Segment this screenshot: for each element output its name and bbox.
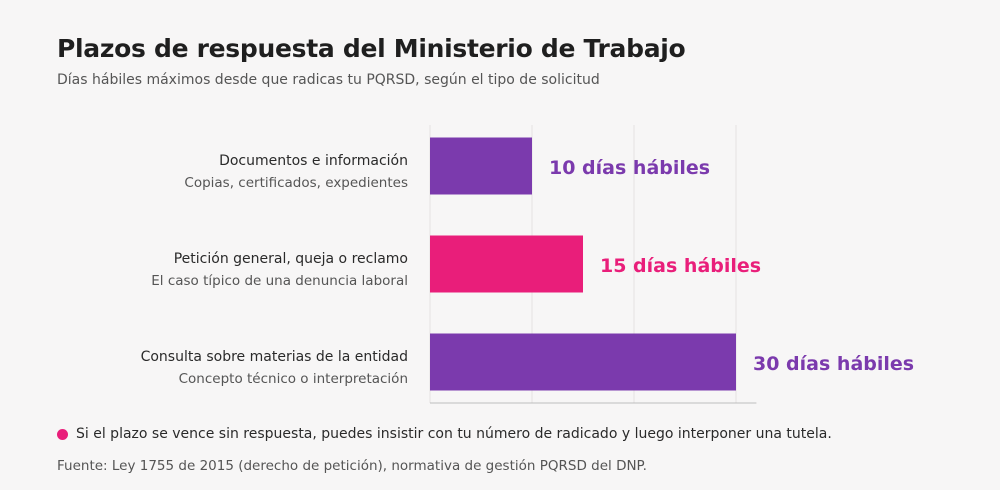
category-label-2: Consulta sobre materias de la entidad — [141, 349, 408, 365]
category-label-1: Petición general, queja o reclamo — [174, 251, 408, 267]
footnote-text: Si el plazo se vence sin respuesta, pued… — [76, 426, 832, 442]
chart-subtitle: Días hábiles máximos desde que radicas t… — [57, 72, 600, 88]
source-note: Fuente: Ley 1755 de 2015 (derecho de pet… — [57, 458, 647, 474]
category-sublabel-1: El caso típico de una denuncia laboral — [151, 273, 408, 289]
bar-0 — [430, 137, 532, 195]
bar-value-label-2: 30 días hábiles — [753, 353, 914, 375]
bullet-dot-icon — [57, 428, 68, 440]
category-sublabel-0: Copias, certificados, expedientes — [184, 175, 408, 191]
category-sublabel-2: Concepto técnico o interpretación — [179, 371, 408, 387]
category-label-0: Documentos e información — [219, 153, 408, 169]
bar-1 — [430, 235, 583, 293]
chart-title: Plazos de respuesta del Ministerio de Tr… — [57, 34, 686, 63]
bar-2 — [430, 333, 736, 391]
bar-value-label-0: 10 días hábiles — [549, 157, 710, 179]
bar-value-label-1: 15 días hábiles — [600, 255, 761, 277]
footnote: Si el plazo se vence sin respuesta, pued… — [57, 426, 832, 442]
